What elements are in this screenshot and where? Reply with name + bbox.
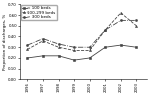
> 300 beds <box>89 47 91 48</box>
> 300 beds <box>135 20 137 21</box>
100-299 beds <box>58 47 59 48</box>
< 100 beds <box>104 47 106 48</box>
> 300 beds <box>73 47 75 48</box>
< 100 beds <box>58 55 59 56</box>
> 300 beds <box>58 43 59 45</box>
> 300 beds <box>27 45 28 46</box>
Line: < 100 beds: < 100 beds <box>26 44 137 61</box>
Line: > 300 beds: > 300 beds <box>26 19 137 48</box>
Line: 100-299 beds: 100-299 beds <box>26 12 137 51</box>
< 100 beds <box>73 60 75 61</box>
100-299 beds <box>120 12 122 13</box>
100-299 beds <box>73 50 75 51</box>
100-299 beds <box>89 50 91 51</box>
< 100 beds <box>42 55 44 56</box>
Legend: < 100 beds, 100-299 beds, > 300 beds: < 100 beds, 100-299 beds, > 300 beds <box>21 5 57 20</box>
< 100 beds <box>27 57 28 59</box>
< 100 beds <box>89 57 91 59</box>
100-299 beds <box>135 25 137 26</box>
Y-axis label: Proportion of discharges, %: Proportion of discharges, % <box>3 14 7 70</box>
100-299 beds <box>104 29 106 31</box>
< 100 beds <box>135 47 137 48</box>
> 300 beds <box>120 20 122 21</box>
> 300 beds <box>42 38 44 39</box>
100-299 beds <box>27 49 28 50</box>
100-299 beds <box>42 40 44 41</box>
< 100 beds <box>120 45 122 46</box>
> 300 beds <box>104 29 106 31</box>
